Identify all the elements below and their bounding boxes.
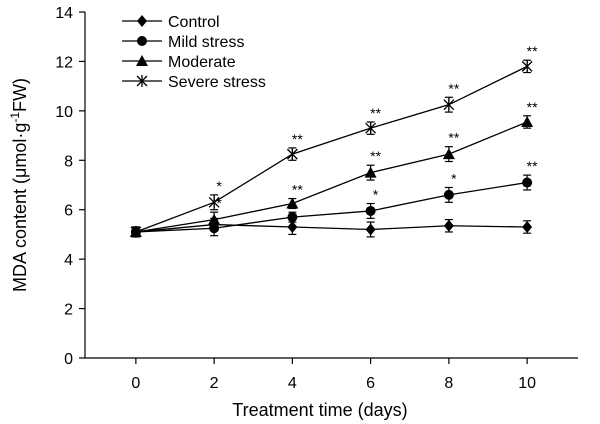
significance-label: **	[292, 131, 303, 147]
significance-label: **	[527, 43, 538, 59]
data-point	[522, 177, 533, 188]
circle-marker	[287, 212, 298, 223]
diamond-marker	[365, 223, 376, 236]
axes	[84, 12, 578, 359]
circle-marker	[137, 36, 147, 46]
legend-label: Mild stress	[168, 34, 244, 51]
data-point	[287, 221, 298, 234]
legend-marker	[137, 36, 147, 46]
y-tick-label: 12	[55, 54, 73, 71]
data-point	[209, 223, 220, 234]
series-severe-stress	[130, 59, 533, 238]
legend: Control Mild stress Moderate Severe stress	[122, 14, 266, 91]
ticks: 0 2 4 6 8 10 12 14 0 2 4 6 8 10	[55, 5, 536, 392]
data-point	[365, 205, 376, 216]
y-tick-label: 2	[64, 302, 73, 319]
y-tick-label: 4	[64, 252, 73, 269]
data-point	[287, 212, 298, 223]
x-tick-label: 8	[444, 375, 453, 392]
significance-label: **	[292, 182, 303, 198]
x-tick-label: 10	[518, 375, 536, 392]
y-tick-label: 0	[64, 351, 73, 368]
legend-item: Moderate	[122, 54, 236, 71]
data-point	[443, 219, 454, 232]
series-line	[135, 65, 528, 233]
y-axis-title-suffix: FW)	[10, 78, 30, 112]
circle-marker	[209, 223, 220, 234]
data-point	[286, 197, 299, 209]
y-tick-label: 8	[64, 153, 73, 170]
x-tick-label: 2	[210, 375, 219, 392]
series-line	[135, 223, 528, 233]
data-point	[521, 60, 533, 73]
data-point	[208, 196, 220, 209]
x-axis-title: Treatment time (days)	[232, 400, 407, 420]
legend-label: Severe stress	[168, 74, 266, 91]
data-point	[286, 148, 298, 161]
data-point	[364, 166, 377, 178]
significance-label: **	[527, 158, 538, 174]
significance-label: *	[451, 170, 457, 186]
legend-label: Moderate	[168, 54, 236, 71]
significance-label: *	[216, 195, 222, 211]
significance-labels: **********************	[216, 43, 538, 211]
legend-marker	[136, 55, 148, 66]
triangle-marker	[521, 115, 534, 127]
x-tick-label: 4	[288, 375, 297, 392]
significance-label: *	[216, 178, 222, 194]
triangle-marker	[286, 197, 299, 209]
data-point	[365, 122, 377, 135]
y-axis-title-superscript: -1	[8, 112, 22, 123]
diamond-marker	[443, 219, 454, 232]
data-point	[522, 221, 533, 234]
series-layer	[129, 59, 534, 238]
series-moderate	[129, 115, 534, 238]
data-point	[443, 189, 454, 200]
significance-label: **	[527, 99, 538, 115]
significance-label: **	[448, 130, 459, 146]
data-point	[442, 148, 455, 160]
significance-label: **	[370, 148, 381, 164]
diamond-marker	[137, 15, 147, 27]
y-tick-label: 14	[55, 5, 73, 22]
diamond-marker	[522, 221, 533, 234]
series-control	[130, 217, 533, 238]
triangle-marker	[364, 166, 377, 178]
y-axis-title: MDA content (μmol·g-1FW)	[8, 78, 30, 292]
legend-item: Mild stress	[122, 34, 244, 51]
y-tick-label: 10	[55, 104, 73, 121]
legend-label: Control	[168, 14, 220, 31]
legend-marker	[136, 75, 148, 87]
legend-item: Severe stress	[122, 74, 266, 91]
significance-label: *	[373, 187, 379, 203]
data-point	[130, 225, 142, 238]
data-point	[443, 98, 455, 111]
data-point	[521, 115, 534, 127]
diamond-marker	[287, 221, 298, 234]
triangle-marker	[208, 213, 221, 225]
triangle-marker	[136, 55, 148, 66]
data-point	[365, 223, 376, 236]
circle-marker	[443, 189, 454, 200]
series-line	[135, 121, 528, 233]
significance-label: **	[448, 80, 459, 96]
data-point	[208, 213, 221, 225]
significance-label: **	[370, 105, 381, 121]
x-tick-label: 6	[366, 375, 375, 392]
legend-marker	[137, 15, 147, 27]
circle-marker	[522, 177, 533, 188]
legend-item: Control	[122, 14, 220, 31]
y-tick-label: 6	[64, 203, 73, 220]
circle-marker	[365, 205, 376, 216]
triangle-marker	[442, 148, 455, 160]
series-line	[135, 181, 528, 233]
y-axis-title-main: MDA content (μmol·g	[10, 123, 30, 292]
x-tick-label: 0	[131, 375, 140, 392]
